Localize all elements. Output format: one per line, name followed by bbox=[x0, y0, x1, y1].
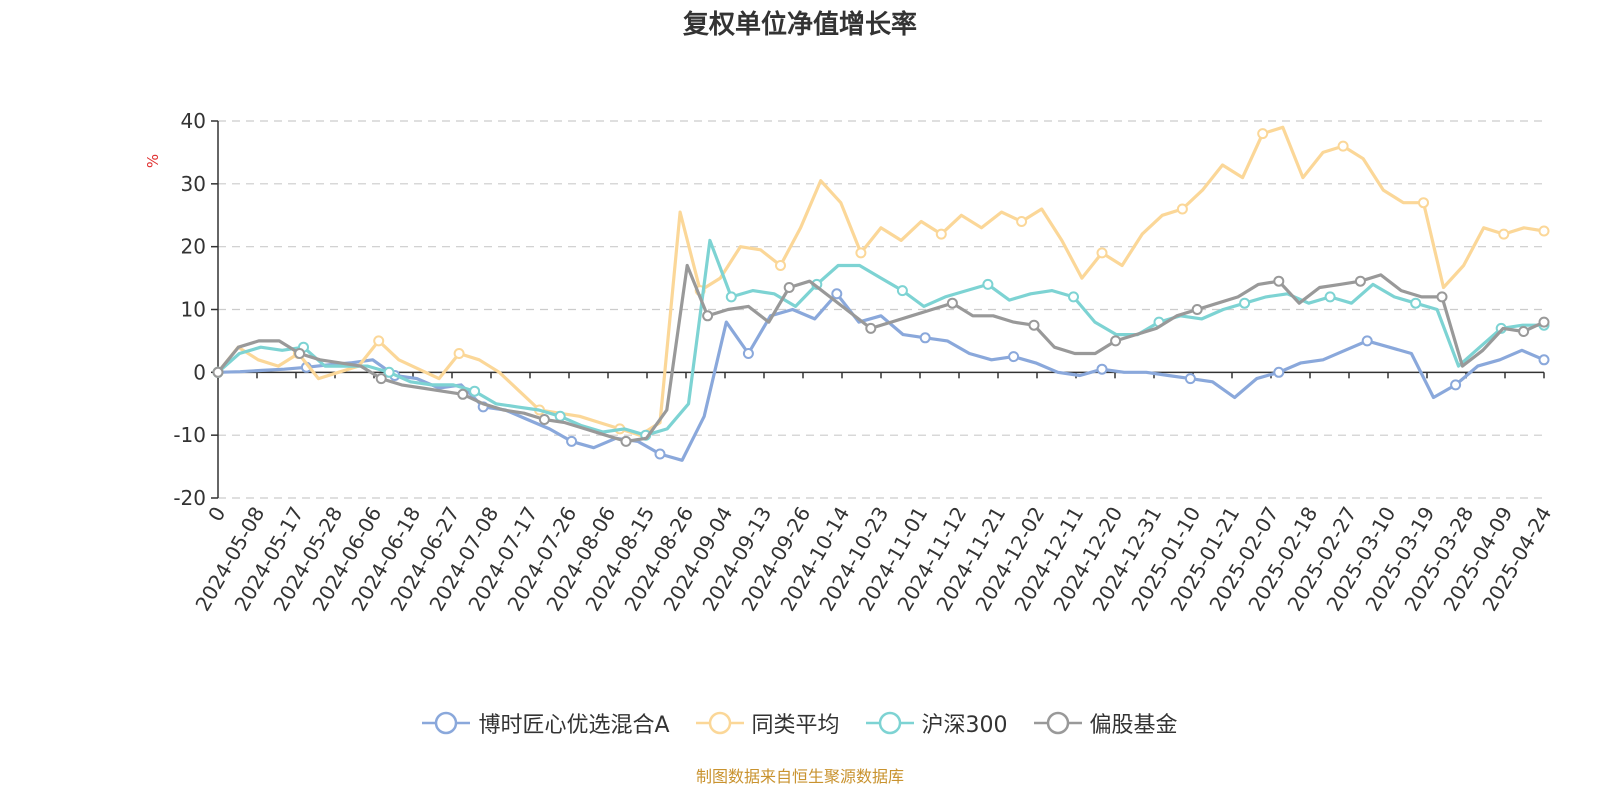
series-point bbox=[1361, 335, 1373, 347]
x-tick-label: 0 bbox=[203, 503, 230, 526]
series-point bbox=[457, 388, 469, 400]
series-layer bbox=[212, 125, 1550, 462]
series-point bbox=[855, 247, 867, 259]
legend-swatch-icon bbox=[865, 711, 914, 735]
grid-layer bbox=[218, 120, 1544, 499]
series-point bbox=[1239, 297, 1251, 309]
series-point bbox=[1538, 354, 1550, 366]
series-point bbox=[1273, 275, 1285, 287]
series-point bbox=[742, 348, 754, 359]
series-point bbox=[1096, 363, 1108, 375]
series-line bbox=[216, 263, 1546, 443]
series-point bbox=[1028, 319, 1040, 331]
series-point bbox=[1016, 216, 1028, 227]
legend-label: 偏股基金 bbox=[1089, 713, 1178, 738]
series-3 bbox=[212, 263, 1550, 447]
series-point bbox=[1096, 247, 1108, 259]
series-point bbox=[1191, 304, 1203, 315]
series-point bbox=[1257, 128, 1269, 140]
series-point bbox=[373, 335, 385, 347]
series-point bbox=[375, 373, 387, 385]
series-point bbox=[469, 385, 481, 397]
series-point bbox=[1538, 316, 1550, 328]
series-point bbox=[1436, 291, 1448, 303]
legend-item[interactable]: 偏股基金 bbox=[1033, 707, 1178, 739]
series-point bbox=[702, 310, 714, 322]
legend-item[interactable]: 博时匠心优选混合A bbox=[422, 707, 670, 739]
y-axis-unit-label: % bbox=[144, 154, 162, 168]
series-point bbox=[1110, 335, 1122, 347]
y-tick-label: 10 bbox=[181, 298, 206, 322]
legend-item[interactable]: 同类平均 bbox=[695, 707, 840, 739]
series-point bbox=[1008, 351, 1020, 363]
series-point bbox=[1324, 291, 1336, 303]
series-point bbox=[919, 332, 931, 344]
series-line bbox=[216, 125, 1546, 437]
series-point bbox=[1068, 291, 1079, 303]
series-point bbox=[294, 348, 306, 359]
series-point bbox=[1410, 297, 1422, 309]
series-point bbox=[538, 414, 550, 425]
series-point bbox=[566, 435, 578, 447]
y-tick-label: 20 bbox=[181, 235, 206, 259]
series-point bbox=[935, 228, 947, 240]
series-line bbox=[216, 238, 1546, 437]
series-point bbox=[383, 366, 395, 378]
series-point bbox=[212, 366, 224, 378]
series-point bbox=[1273, 366, 1285, 378]
series-point bbox=[453, 348, 465, 359]
y-tick-label: 30 bbox=[181, 172, 206, 196]
axis-layer bbox=[211, 120, 1545, 499]
legend-item[interactable]: 沪深300 bbox=[865, 707, 1008, 739]
series-point bbox=[1184, 373, 1196, 385]
series-point bbox=[831, 288, 843, 300]
series-point bbox=[1450, 379, 1462, 391]
series-point bbox=[946, 297, 958, 309]
source-note: 制图数据来自恒生聚源数据库 bbox=[695, 767, 904, 786]
legend-swatch-icon bbox=[422, 711, 471, 735]
series-point bbox=[896, 285, 908, 297]
legend-label: 沪深300 bbox=[921, 713, 1008, 738]
series-point bbox=[654, 448, 666, 460]
series-2 bbox=[212, 238, 1550, 441]
series-point bbox=[1518, 326, 1530, 337]
legend: 博时匠心优选混合A 同类平均 沪深300 偏股基金 bbox=[0, 707, 1600, 739]
series-1 bbox=[212, 125, 1550, 437]
series-point bbox=[1337, 140, 1349, 152]
y-tick-label: -20 bbox=[173, 486, 206, 510]
series-point bbox=[1498, 228, 1510, 240]
chart-title: 复权单位净值增长率 bbox=[682, 10, 917, 40]
series-point bbox=[1418, 197, 1429, 209]
y-tick-label: 0 bbox=[193, 360, 206, 384]
series-point bbox=[1538, 225, 1550, 237]
series-point bbox=[1176, 203, 1188, 215]
series-point bbox=[982, 278, 994, 290]
legend-swatch-icon bbox=[695, 711, 744, 735]
series-line bbox=[216, 292, 1546, 462]
y-tick-label: 40 bbox=[181, 109, 206, 133]
legend-label: 博时匠心优选混合A bbox=[478, 713, 670, 738]
series-point bbox=[783, 282, 795, 293]
series-point bbox=[775, 260, 786, 271]
series-point bbox=[1354, 275, 1366, 287]
legend-swatch-icon bbox=[1033, 711, 1082, 735]
legend-label: 同类平均 bbox=[751, 713, 840, 738]
series-point bbox=[725, 291, 737, 303]
series-point bbox=[620, 435, 632, 447]
series-point bbox=[865, 322, 877, 334]
series-point bbox=[554, 410, 566, 422]
y-tick-label: -10 bbox=[173, 423, 206, 447]
